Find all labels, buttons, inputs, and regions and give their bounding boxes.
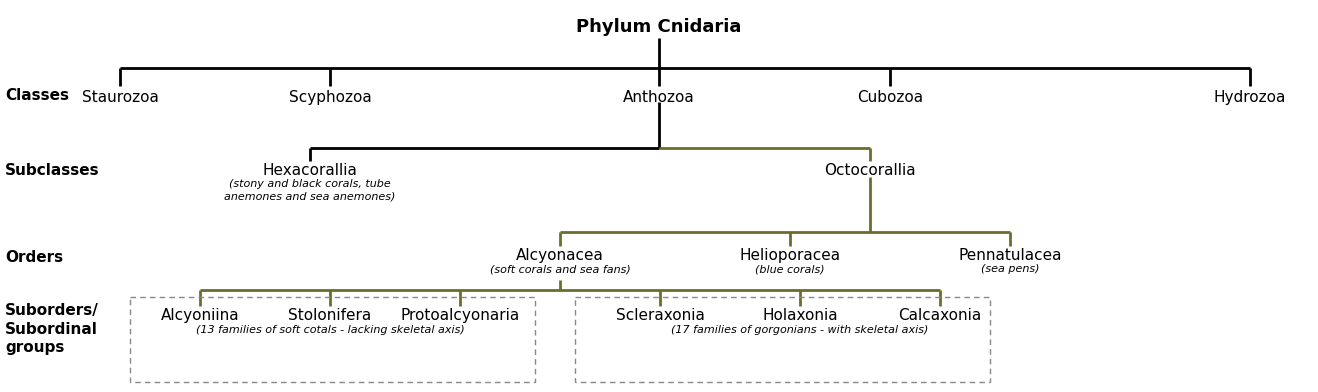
Text: Phylum Cnidaria: Phylum Cnidaria <box>576 18 742 36</box>
Text: Classes: Classes <box>5 88 69 103</box>
Text: Hexacorallia: Hexacorallia <box>262 163 357 178</box>
Text: Stolonifera: Stolonifera <box>289 308 372 323</box>
Text: Orders: Orders <box>5 250 63 265</box>
Text: Scleraxonia: Scleraxonia <box>616 308 704 323</box>
Text: Pennatulacea: Pennatulacea <box>958 248 1062 263</box>
Text: (stony and black corals, tube
anemones and sea anemones): (stony and black corals, tube anemones a… <box>224 179 395 201</box>
Text: (sea pens): (sea pens) <box>981 264 1040 274</box>
Bar <box>575 297 990 382</box>
Text: Alcyoniina: Alcyoniina <box>161 308 240 323</box>
Text: Suborders/
Subordinal
groups: Suborders/ Subordinal groups <box>5 303 99 355</box>
Bar <box>130 297 535 382</box>
Text: Octocorallia: Octocorallia <box>824 163 916 178</box>
Text: Subclasses: Subclasses <box>5 163 100 178</box>
Text: Staurozoa: Staurozoa <box>82 90 158 105</box>
Text: Alcyonacea: Alcyonacea <box>517 248 604 263</box>
Text: Scyphozoa: Scyphozoa <box>289 90 372 105</box>
Text: Hydrozoa: Hydrozoa <box>1214 90 1286 105</box>
Text: Protoalcyonaria: Protoalcyonaria <box>401 308 519 323</box>
Text: Helioporacea: Helioporacea <box>739 248 841 263</box>
Text: (blue corals): (blue corals) <box>755 264 825 274</box>
Text: Holaxonia: Holaxonia <box>762 308 838 323</box>
Text: (17 families of gorgonians - with skeletal axis): (17 families of gorgonians - with skelet… <box>671 325 929 335</box>
Text: Anthozoa: Anthozoa <box>623 90 695 105</box>
Text: (13 families of soft cotals - lacking skeletal axis): (13 families of soft cotals - lacking sk… <box>195 325 464 335</box>
Text: Calcaxonia: Calcaxonia <box>899 308 982 323</box>
Text: Cubozoa: Cubozoa <box>857 90 923 105</box>
Text: (soft corals and sea fans): (soft corals and sea fans) <box>489 264 630 274</box>
